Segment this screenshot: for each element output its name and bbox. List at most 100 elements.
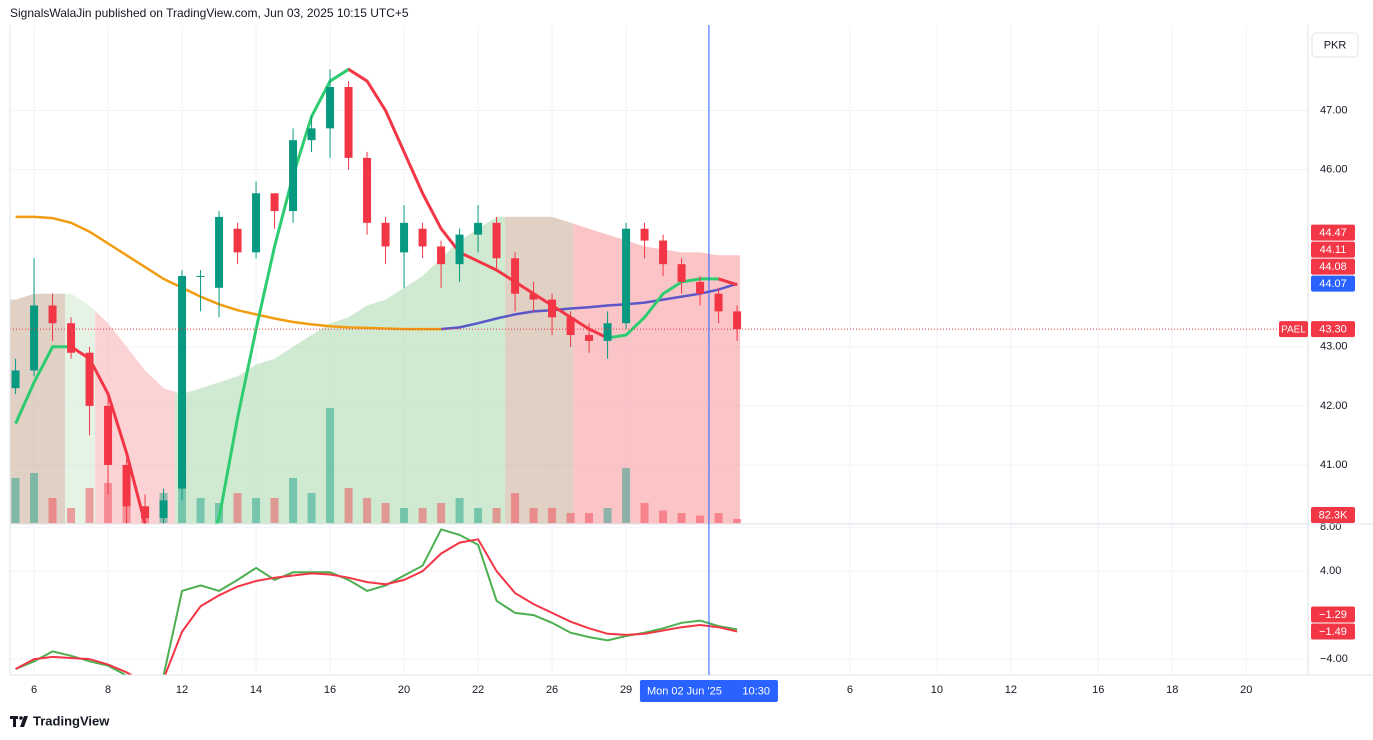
candle-body — [696, 281, 705, 294]
candle-body — [30, 305, 39, 371]
candle-body — [677, 264, 686, 282]
volume-bar — [363, 498, 372, 523]
x-tick-label: 10 — [931, 684, 943, 696]
x-tick-label: 29 — [620, 684, 632, 696]
volume-bar — [104, 483, 113, 523]
volume-bar — [714, 513, 723, 523]
volume-bar — [492, 508, 501, 523]
candle-body — [326, 87, 335, 129]
volume-bar — [381, 503, 390, 523]
x-tick-label: 6 — [847, 684, 853, 696]
x-tick-label: 26 — [546, 684, 558, 696]
price-marker-box — [1311, 275, 1355, 292]
candle-body — [252, 193, 261, 253]
zone — [175, 216, 506, 524]
symbol-label: PAEL — [1281, 324, 1306, 335]
oscillator-pane — [15, 528, 738, 675]
volume-bar — [48, 498, 57, 523]
volume-bar — [437, 503, 446, 523]
candle-body — [511, 258, 520, 294]
volume-bar — [640, 503, 649, 523]
candle-body — [289, 140, 298, 212]
volume-bar — [529, 508, 538, 523]
volume-bar — [326, 408, 335, 523]
candle-body — [344, 87, 353, 158]
volume-bar — [696, 515, 705, 523]
candle-body — [548, 299, 557, 318]
price-marker: 44.11 — [1320, 244, 1347, 256]
volume-bar — [548, 508, 557, 523]
volume-bar — [677, 513, 686, 523]
volume-bar — [474, 508, 483, 523]
crosshair-label-box — [639, 680, 778, 702]
zone — [505, 216, 574, 524]
x-tick-label: 20 — [1240, 684, 1252, 696]
candle-body — [714, 293, 723, 312]
candle-body — [215, 216, 224, 288]
trend-line — [14, 67, 738, 524]
candle-body — [733, 311, 742, 330]
osc-tick-label: 4.00 — [1320, 565, 1341, 577]
candle-body — [67, 323, 76, 353]
footer-logo — [10, 716, 28, 727]
volume-bar — [30, 473, 39, 523]
price-marker-box — [1311, 241, 1355, 258]
zone — [573, 223, 740, 524]
currency[interactable]: PKR — [1324, 39, 1347, 51]
footer-brand: TradingView — [33, 713, 110, 728]
y-tick-label: 43.00 — [1320, 341, 1348, 353]
candle-body — [437, 246, 446, 265]
volume-bar — [400, 508, 409, 523]
candle-body — [48, 305, 57, 324]
volume-bar — [418, 508, 427, 523]
candle-body — [418, 228, 427, 247]
candle-body — [196, 275, 205, 277]
osc-marker: −1.49 — [1319, 626, 1347, 638]
crosshair-time: 10:30 — [742, 685, 770, 697]
volume-bar — [585, 513, 594, 523]
candle-body — [474, 222, 483, 235]
x-tick-label: 6 — [31, 684, 37, 696]
volume-label: 82.3K — [1319, 509, 1348, 521]
volume-bar — [622, 468, 631, 523]
last-price-label-box — [1311, 321, 1355, 338]
last-price-label: 43.30 — [1319, 324, 1347, 336]
volume-bar — [67, 508, 76, 523]
symbol-box — [1279, 321, 1308, 338]
candle-body — [566, 317, 575, 336]
candle-body — [492, 222, 501, 259]
price-marker-box — [1311, 224, 1355, 241]
candle-body — [11, 370, 20, 389]
volume-bar — [566, 513, 575, 523]
volume-bar — [233, 493, 242, 523]
volume-bar — [603, 508, 612, 523]
x-tick-label: 12 — [176, 684, 188, 696]
candle-body — [104, 405, 113, 465]
x-tick-label: 22 — [472, 684, 484, 696]
candle-body — [455, 234, 464, 265]
x-tick-label: 12 — [1005, 684, 1017, 696]
y-tick-label: 42.00 — [1320, 400, 1348, 412]
candle-body — [381, 222, 390, 247]
candle-body — [122, 464, 131, 507]
volume-bar — [344, 488, 353, 523]
candle-body — [159, 500, 168, 519]
osc-marker-box — [1311, 623, 1355, 640]
osc-marker-box — [1311, 606, 1355, 623]
crosshair-date: Mon 02 Jun '25 — [647, 685, 722, 697]
volume-label-box — [1311, 507, 1355, 523]
volume-bar — [289, 478, 298, 523]
zone — [95, 310, 176, 524]
main-pane — [10, 67, 1308, 524]
x-tick-label: 20 — [398, 684, 410, 696]
moving-average — [15, 215, 442, 331]
currency-box[interactable] — [1311, 32, 1359, 58]
candle-body — [270, 193, 279, 212]
volume-bar — [455, 498, 464, 523]
volume-bar — [85, 488, 94, 523]
candle-body — [307, 128, 316, 141]
candle-body — [85, 352, 94, 406]
